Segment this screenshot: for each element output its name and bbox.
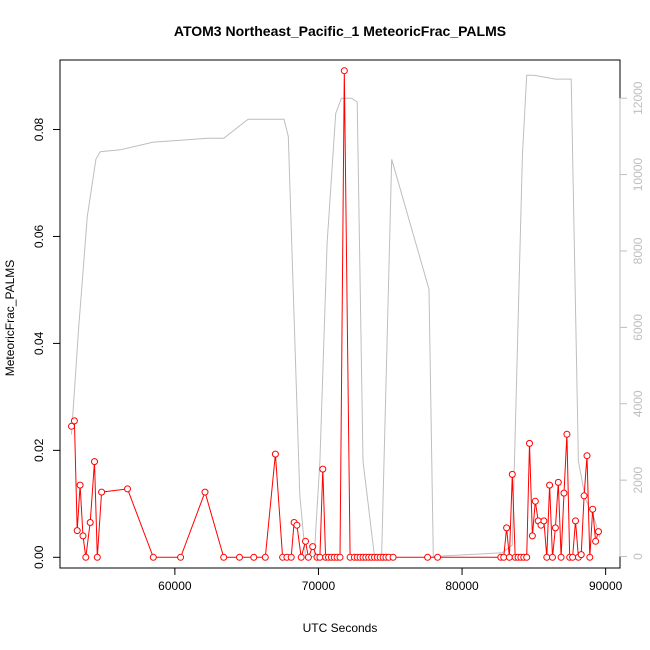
data-point xyxy=(580,492,588,500)
y-axis-left: 0.00 0.02 0.04 0.06 0.08 xyxy=(32,118,61,569)
data-point xyxy=(236,553,243,561)
data-point xyxy=(546,481,554,489)
data-point xyxy=(500,553,508,561)
data-point xyxy=(540,517,548,525)
data-point xyxy=(309,543,317,551)
y-tick-label: 0.02 xyxy=(32,438,46,462)
data-point xyxy=(569,553,577,561)
data-point xyxy=(98,488,106,496)
x-tick-label: 60000 xyxy=(158,579,192,593)
data-point xyxy=(340,67,348,75)
data-point xyxy=(595,528,602,536)
data-point xyxy=(508,470,516,478)
y-tick-label: 0.06 xyxy=(32,224,46,248)
data-point xyxy=(70,417,78,425)
x-tick-label: 70000 xyxy=(302,579,336,593)
data-point xyxy=(124,485,131,493)
data-point xyxy=(79,532,87,540)
data-point xyxy=(250,553,258,561)
y-right-tick-label: 12000 xyxy=(631,81,645,115)
data-point xyxy=(82,553,90,561)
data-point xyxy=(586,553,594,561)
data-point xyxy=(563,430,571,438)
series-layer xyxy=(68,67,602,561)
y-tick-label: 0.08 xyxy=(32,118,46,142)
data-point xyxy=(528,532,536,540)
plot-area-frame xyxy=(59,59,621,569)
data-point xyxy=(149,553,157,561)
data-point xyxy=(297,553,305,561)
x-tick-label: 90000 xyxy=(589,579,623,593)
data-point xyxy=(287,553,295,561)
data-point xyxy=(304,553,312,561)
data-point xyxy=(424,553,432,561)
data-point xyxy=(551,524,559,532)
data-point xyxy=(572,517,579,525)
data-point xyxy=(523,553,531,561)
data-point xyxy=(557,553,565,561)
y-right-tick-label: 4000 xyxy=(631,390,645,417)
data-point xyxy=(592,537,600,545)
y-right-tick-label: 10000 xyxy=(631,158,645,192)
x-tick-label: 80000 xyxy=(445,579,479,593)
data-point xyxy=(319,465,327,473)
data-point xyxy=(76,481,84,489)
primary-series-line xyxy=(71,70,599,560)
data-point xyxy=(336,553,344,561)
data-point xyxy=(503,524,511,532)
data-point xyxy=(261,553,269,561)
data-point xyxy=(543,553,551,561)
y-right-tick-label: 8000 xyxy=(631,237,645,264)
secondary-series-line xyxy=(71,74,601,558)
data-point xyxy=(526,439,533,447)
y-axis-right: 0 2000 4000 6000 8000 10000 12000 xyxy=(619,81,645,560)
data-point xyxy=(560,489,568,497)
data-point xyxy=(271,450,279,458)
data-point xyxy=(73,527,81,535)
data-point xyxy=(302,537,309,545)
data-point xyxy=(201,488,209,496)
data-point xyxy=(293,521,301,529)
data-point xyxy=(531,497,539,505)
data-point xyxy=(316,553,324,561)
y-tick-label: 0.00 xyxy=(32,545,46,569)
data-point xyxy=(505,553,513,561)
data-point xyxy=(577,551,585,559)
y-axis-label: MeteoricFrac_PALMS xyxy=(3,260,17,376)
data-point xyxy=(68,422,75,430)
data-point xyxy=(554,478,562,486)
data-point xyxy=(434,553,442,561)
chart-title: ATOM3 Northeast_Pacific_1 MeteoricFrac_P… xyxy=(174,23,506,39)
data-point xyxy=(86,519,94,526)
data-point xyxy=(583,452,591,460)
y-tick-label: 0.04 xyxy=(32,331,46,355)
y-right-tick-label: 6000 xyxy=(631,314,645,341)
y-right-tick-label: 0 xyxy=(631,553,645,560)
data-point xyxy=(93,553,101,561)
data-point xyxy=(91,458,98,466)
x-axis: 60000 70000 80000 90000 xyxy=(158,567,623,593)
data-point xyxy=(389,553,397,561)
y-right-tick-label: 2000 xyxy=(631,466,645,493)
x-axis-label: UTC Seconds xyxy=(303,621,378,635)
data-point xyxy=(549,553,556,561)
data-point xyxy=(589,505,597,513)
data-point xyxy=(177,553,185,561)
data-point xyxy=(220,553,228,561)
